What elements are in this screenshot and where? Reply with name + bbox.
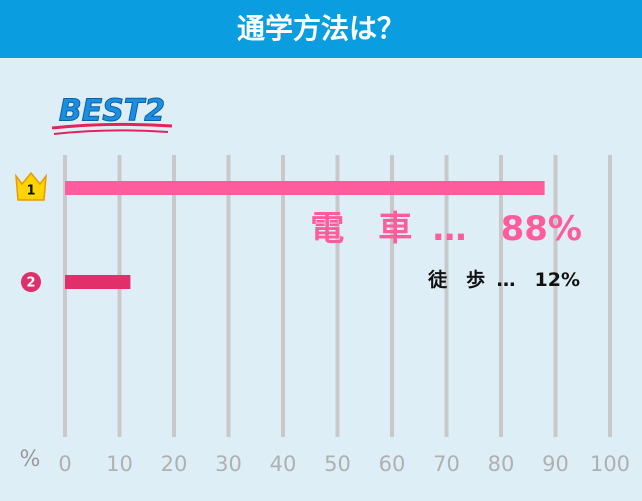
bar [65, 181, 545, 195]
x-tick-label: 0 [58, 452, 71, 476]
x-tick-label: 30 [215, 452, 242, 476]
x-tick-label: 50 [324, 452, 351, 476]
value-label: … 12% [497, 269, 580, 291]
rank-label: 2 [26, 276, 35, 291]
x-tick-label: 60 [379, 452, 406, 476]
x-tick-label: 20 [161, 452, 188, 476]
x-tick-label: 90 [542, 452, 569, 476]
value-label: … 88% [433, 209, 582, 249]
rank-label: 1 [26, 184, 35, 199]
chart-title: 通学方法は？ [237, 12, 405, 45]
x-tick-label: 40 [270, 452, 297, 476]
title-bar [0, 0, 642, 58]
badge-underline [53, 129, 169, 135]
data-label: 電 車 … 88% [310, 209, 582, 249]
badge: BEST2 [59, 94, 165, 129]
x-tick-label: 100 [590, 452, 630, 476]
badge-underline [51, 122, 173, 130]
x-tick-label: 10 [106, 452, 133, 476]
x-axis-label: % [20, 447, 41, 472]
category-label: 徒 歩 [427, 268, 485, 291]
rank-icon [21, 272, 41, 292]
category-label: 電 車 [310, 209, 412, 249]
rank-icon [15, 171, 47, 201]
data-label: 徒 歩 … 12% [427, 268, 580, 291]
bar [65, 275, 131, 289]
x-tick-label: 70 [433, 452, 460, 476]
x-tick-label: 80 [488, 452, 515, 476]
